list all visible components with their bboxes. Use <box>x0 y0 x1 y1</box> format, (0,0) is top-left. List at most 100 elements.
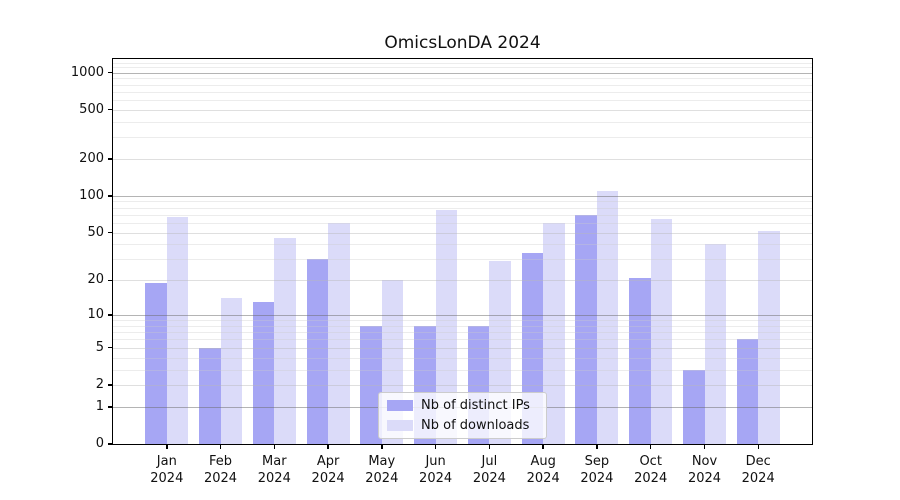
gridline-y-4 <box>113 357 812 359</box>
y-tick-label-1: 1 <box>95 398 104 414</box>
y-tick-label-50: 50 <box>87 224 104 240</box>
bar-ips-feb <box>199 347 221 444</box>
x-tick-label-jul: Jul 2024 <box>472 454 506 486</box>
y-tick-label-0: 0 <box>95 436 104 451</box>
x-tick-mark-nov <box>703 444 706 449</box>
bar-downloads-nov <box>704 244 726 444</box>
x-tick-mark-jun <box>434 444 437 449</box>
y-tick-mark-200 <box>108 158 113 160</box>
bar-downloads-jan <box>166 217 189 444</box>
y-tick-label-500: 500 <box>79 101 104 117</box>
gridline-y-1000 <box>113 72 812 74</box>
gridline-y-9 <box>113 320 812 322</box>
y-tick-label-2: 2 <box>95 376 104 392</box>
x-tick-label-dec: Dec 2024 <box>741 454 775 486</box>
x-tick-label-nov: Nov 2024 <box>687 454 722 486</box>
bar-ips-sep <box>575 214 597 444</box>
gridline-y-900 <box>113 78 812 80</box>
gridline-y-30 <box>113 259 812 261</box>
gridline-y-700 <box>113 91 812 93</box>
y-tick-label-20: 20 <box>87 272 104 288</box>
y-tick-label-200: 200 <box>79 150 104 166</box>
bar-downloads-apr <box>328 222 350 444</box>
x-tick-label-feb: Feb 2024 <box>203 454 238 486</box>
y-tick-mark-500 <box>108 108 113 111</box>
y-tick-mark-0 <box>108 443 113 445</box>
legend-swatch-distinct-ips <box>387 400 413 411</box>
bar-ips-jan <box>145 282 167 444</box>
y-tick-mark-50 <box>108 231 113 234</box>
x-tick-label-apr: Apr 2024 <box>311 454 345 486</box>
gridline-y-800 <box>113 84 812 86</box>
gridline-y-2 <box>113 384 812 386</box>
bar-downloads-jun <box>435 209 458 444</box>
legend-swatch-downloads <box>387 420 413 431</box>
x-tick-label-may: May 2024 <box>365 454 399 486</box>
gridline-y-8 <box>113 325 812 327</box>
x-tick-mark-dec <box>757 444 759 449</box>
bar-ips-mar <box>252 302 275 444</box>
x-tick-mark-mar <box>273 444 276 449</box>
x-tick-label-sep: Sep 2024 <box>580 454 614 486</box>
gridline-y-100 <box>113 195 812 197</box>
x-tick-mark-jul <box>488 444 491 449</box>
y-tick-label-100: 100 <box>79 187 104 203</box>
y-tick-label-1000: 1000 <box>70 64 104 80</box>
legend-label-distinct-ips: Nb of distinct IPs <box>421 398 530 413</box>
legend: Nb of distinct IPs Nb of downloads <box>378 392 547 439</box>
gridline-y-50 <box>113 232 812 234</box>
y-tick-mark-1 <box>108 406 113 408</box>
bar-downloads-aug <box>543 222 565 444</box>
y-tick-mark-20 <box>108 279 113 281</box>
gridline-y-300 <box>113 137 812 139</box>
x-tick-label-mar: Mar 2024 <box>257 454 291 486</box>
y-tick-mark-10 <box>108 314 113 316</box>
gridline-y-6 <box>113 339 812 341</box>
bar-downloads-sep <box>596 190 619 444</box>
gridline-y-70 <box>113 214 812 216</box>
gridline-y-400 <box>113 121 812 123</box>
gridline-y-1200 <box>113 62 812 64</box>
x-tick-mark-oct <box>649 444 652 449</box>
bar-ips-dec <box>736 339 759 444</box>
legend-item-distinct-ips: Nb of distinct IPs <box>379 397 546 414</box>
bar-downloads-mar <box>274 238 296 444</box>
x-tick-mark-may <box>381 444 383 449</box>
gridline-y-20 <box>113 280 812 282</box>
y-tick-mark-2 <box>108 384 113 386</box>
gridline-y-90 <box>113 201 812 203</box>
y-tick-mark-5 <box>108 346 113 349</box>
x-tick-mark-jan <box>166 444 168 449</box>
x-tick-mark-aug <box>542 444 544 449</box>
gridline-y-80 <box>113 207 812 209</box>
y-tick-mark-1000 <box>108 71 113 74</box>
gridline-y-60 <box>113 222 812 224</box>
grid-layer <box>113 59 812 444</box>
gridline-y-5 <box>113 347 812 349</box>
legend-label-downloads: Nb of downloads <box>421 418 530 433</box>
x-tick-mark-feb <box>219 444 222 449</box>
bar-ips-may <box>360 325 382 444</box>
x-tick-label-jun: Jun 2024 <box>419 454 453 486</box>
y-tick-label-5: 5 <box>95 339 104 355</box>
y-tick-mark-100 <box>108 195 113 197</box>
bar-ips-oct <box>629 277 651 444</box>
x-tick-label-oct: Oct 2024 <box>634 454 668 486</box>
gridline-y-500 <box>113 109 812 111</box>
gridline-y-40 <box>113 244 812 246</box>
bar-ips-apr <box>306 259 329 444</box>
x-tick-mark-sep <box>596 444 598 449</box>
legend-item-downloads: Nb of downloads <box>379 417 546 434</box>
gridline-y-1100 <box>113 67 812 69</box>
gridline-y-3 <box>113 369 812 371</box>
plot-area: Nb of distinct IPs Nb of downloads <box>112 58 813 445</box>
gridline-y-10 <box>113 315 812 317</box>
y-tick-label-10: 10 <box>87 307 104 323</box>
bar-downloads-dec <box>758 230 780 444</box>
x-tick-mark-apr <box>327 444 329 449</box>
gridline-y-7 <box>113 332 812 334</box>
x-tick-label-aug: Aug 2024 <box>526 454 560 486</box>
x-tick-label-jan: Jan 2024 <box>150 454 184 486</box>
gridline-y-200 <box>113 158 812 160</box>
